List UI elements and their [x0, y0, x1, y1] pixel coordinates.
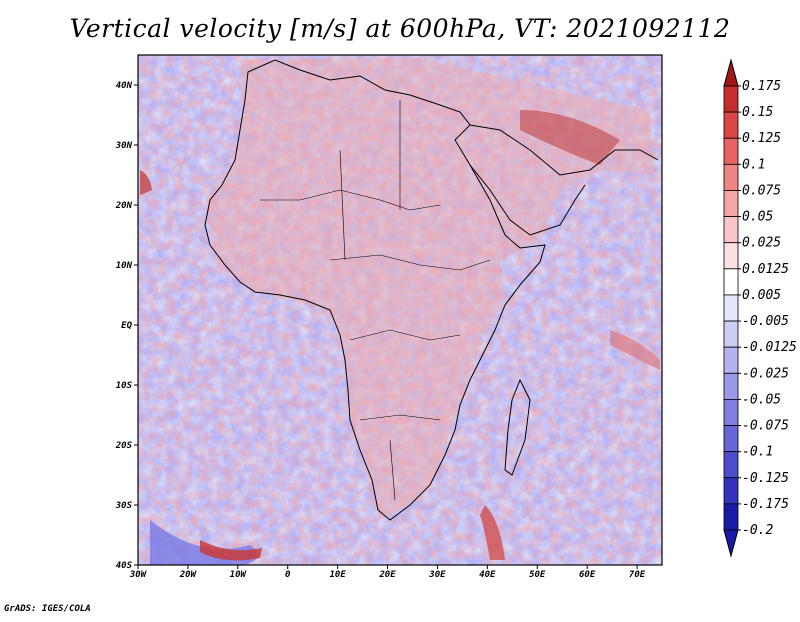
- colorbar-segment: [723, 477, 739, 505]
- border-central: [329, 254, 491, 271]
- colorbar-label: 0.05: [742, 210, 773, 225]
- colorbar-label: -0.175: [742, 497, 789, 512]
- longitude-axis: 30W 20W 10W 0 10E 20E 30E 40E 50E 60E 70E: [129, 565, 646, 580]
- lon-label: 10W: [230, 570, 248, 580]
- colorbar-segment: [723, 111, 739, 139]
- colorbar-label: 0.005: [742, 288, 781, 303]
- arabia-coast: [469, 124, 659, 176]
- grads-credit: GrADS: IGES/COLA: [4, 604, 91, 614]
- lat-label: 10N: [116, 261, 133, 271]
- border-meridional-3: [389, 439, 396, 501]
- africa-coastline: [204, 59, 546, 521]
- colorbar-segment: [723, 190, 739, 217]
- lat-label: 20N: [115, 201, 133, 211]
- colorbar-label: -0.0125: [742, 340, 797, 355]
- border-sahel: [260, 189, 441, 211]
- lat-label: 30N: [115, 141, 133, 151]
- colorbar-segment: [723, 503, 739, 531]
- lat-label: 20S: [115, 441, 133, 451]
- map-title: Vertical velocity [m/s] at 600hPa, VT: 2…: [69, 14, 731, 43]
- colorbar-label: 0.175: [742, 79, 781, 94]
- ascent-area-arabia: [520, 110, 620, 165]
- lat-label: 40N: [116, 81, 133, 91]
- red-sea-coast: [469, 164, 586, 236]
- lon-label: 50E: [529, 570, 546, 580]
- latitude-axis: 40N 30N 20N 10N EQ 10S 20S 30S 40S: [115, 81, 138, 571]
- colorbar-label: 0.025: [742, 236, 781, 251]
- border-meridional-2: [339, 149, 346, 261]
- border-equatorial: [349, 329, 461, 341]
- colorbar-label: -0.05: [742, 392, 781, 407]
- colorbar-segment: [723, 451, 739, 479]
- madagascar-coast: [504, 378, 531, 476]
- colorbar-segment: [723, 399, 739, 426]
- colorbar-segment: [723, 320, 739, 348]
- coastlines: [204, 59, 659, 521]
- lon-label: 40E: [479, 570, 496, 580]
- colorbar-label: -0.1: [742, 445, 773, 460]
- colorbar: 0.175 0.15 0.125 0.1 0.075 0.05 0.025 0.0125 0.0…: [723, 58, 797, 558]
- colorbar-label: -0.2: [742, 523, 773, 538]
- colorbar-segment: [723, 346, 739, 374]
- colorbar-segment: [723, 85, 739, 113]
- border-southern: [359, 414, 441, 421]
- lon-label: 30W: [129, 570, 148, 580]
- colorbar-segment: [723, 163, 739, 191]
- colorbar-label: 0.125: [742, 131, 781, 146]
- colorbar-segment: [723, 216, 739, 244]
- colorbar-label: -0.075: [742, 419, 789, 434]
- colorbar-segment: [723, 425, 739, 453]
- lon-label: 70E: [629, 570, 646, 580]
- colorbar-segment: [723, 137, 739, 165]
- colorbar-bottom-arrow: [723, 529, 739, 558]
- colorbar-label: 0.15: [742, 105, 773, 120]
- colorbar-segment: [723, 294, 739, 322]
- colorbar-label: -0.025: [742, 366, 789, 381]
- colorbar-segment: [723, 372, 739, 400]
- colorbar-segment: [723, 242, 739, 270]
- colorbar-label: 0.075: [742, 183, 781, 198]
- colorbar-label: 0.0125: [742, 262, 789, 277]
- colorbar-label: -0.125: [742, 471, 789, 486]
- colorbar-label: 0.1: [742, 157, 765, 172]
- lon-label: 20E: [378, 570, 396, 580]
- lon-label: 60E: [579, 570, 596, 580]
- lon-label: 30E: [428, 570, 446, 580]
- plot-frame: [137, 54, 663, 566]
- lon-label: 20W: [179, 570, 198, 580]
- lat-label: EQ: [121, 321, 132, 331]
- lon-label: 0: [285, 570, 291, 580]
- lat-label: 40S: [116, 561, 133, 571]
- colorbar-top-arrow: [723, 58, 739, 87]
- lat-label: 30S: [115, 501, 133, 511]
- ascent-blob-atlantic: [140, 170, 152, 195]
- colorbar-segment: [723, 268, 739, 296]
- ascent-band-ocean: [610, 330, 660, 370]
- lat-label: 10S: [116, 381, 133, 391]
- lon-label: 10E: [329, 570, 346, 580]
- ascent-band-indian: [480, 505, 505, 560]
- ascent-band-south-atlantic: [200, 540, 262, 561]
- colorbar-label: -0.005: [742, 314, 789, 329]
